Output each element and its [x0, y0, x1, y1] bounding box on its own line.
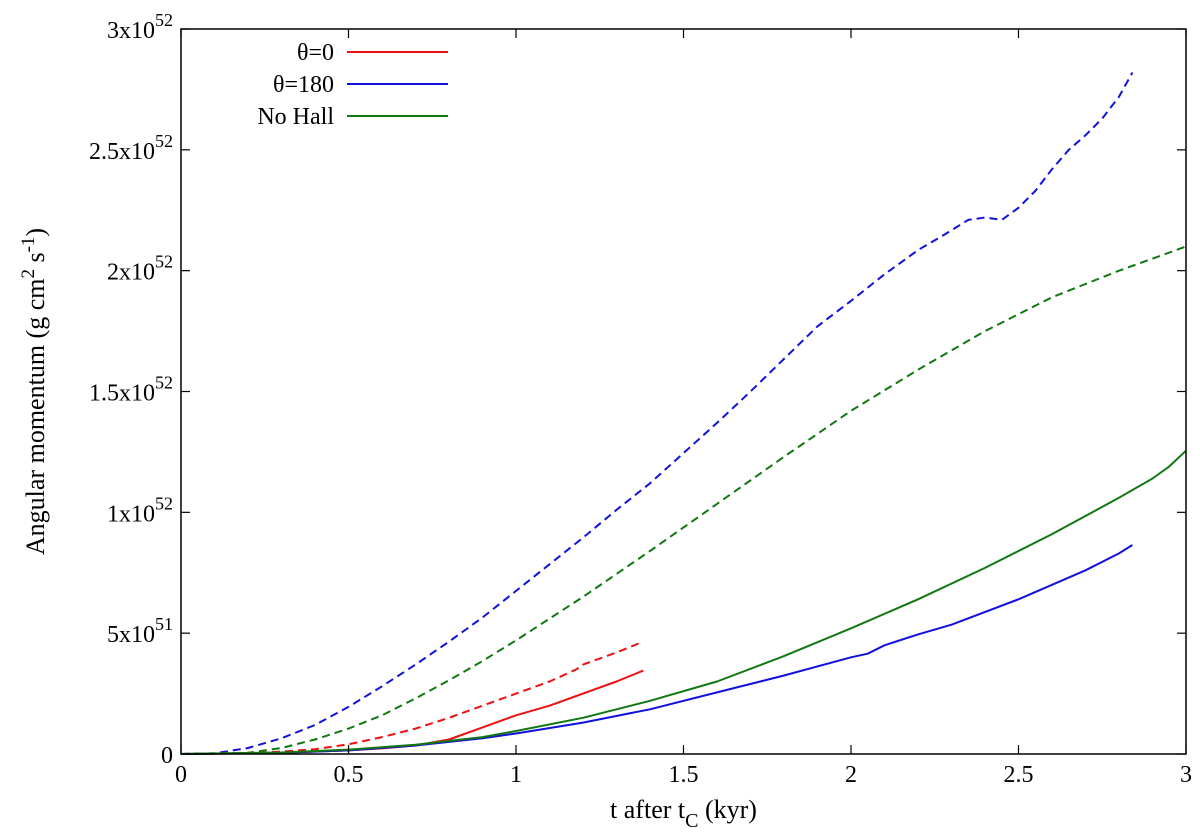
y-tick-label: 1x1052 — [107, 493, 173, 527]
x-tick-label: 2 — [845, 762, 857, 788]
x-tick-label: 0.5 — [334, 762, 364, 788]
legend: θ=0 θ=180 No Hall — [257, 40, 448, 130]
y-tick-label: 5x1051 — [107, 614, 173, 648]
legend-label: θ=0 — [297, 40, 334, 66]
series-layer — [180, 72, 1187, 755]
x-axis-label: t after tC (kyr) — [610, 795, 757, 832]
ticks-layer — [180, 28, 1187, 755]
labels-layer: 0 0.5 1 1.5 2 2.5 3 0 5x1051 1x1052 1.5x1052 2x1052… — [89, 10, 1192, 788]
x-tick-label: 1 — [510, 762, 522, 788]
series-line--0-dashed — [180, 640, 644, 755]
x-tick-label: 0 — [175, 762, 187, 788]
series-line-no-hall-solid — [180, 449, 1187, 755]
y-tick-label: 2.5x1052 — [89, 131, 173, 165]
y-tick-label: 2x1052 — [107, 252, 173, 286]
y-tick-label: 1.5x1052 — [89, 373, 173, 407]
y-tick-label: 3x1052 — [107, 10, 173, 44]
legend-label: θ=180 — [273, 72, 334, 98]
x-tick-label: 3 — [1180, 762, 1192, 788]
series-line--180-dashed — [180, 72, 1134, 755]
y-axis-label: Angular momentum (g cm2 s-1) — [18, 228, 50, 555]
legend-label: No Hall — [257, 104, 334, 130]
y-tick-label: 0 — [161, 743, 173, 769]
x-tick-label: 1.5 — [669, 762, 699, 788]
x-tick-label: 2.5 — [1004, 762, 1034, 788]
